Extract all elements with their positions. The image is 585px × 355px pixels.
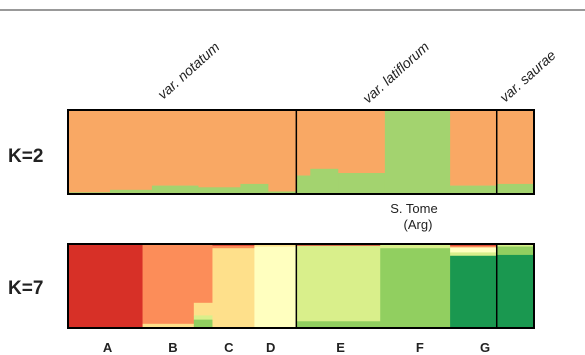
panel-label-k7: K=7	[8, 278, 43, 299]
bar-segment-p0-s5-c0	[268, 110, 297, 192]
bar-segment-p0-s7-c1	[310, 168, 339, 195]
panel-k2	[67, 109, 535, 195]
group-label-c: C	[224, 340, 234, 355]
variety-labels: var. notatum var. latiflorum var. saurae	[154, 38, 559, 106]
bar-segment-p0-s2-c1	[151, 185, 199, 195]
group-label-a: A	[103, 340, 113, 355]
bar-segment-p1-s7-c3	[450, 247, 498, 253]
bar-segment-p1-s5-c4	[296, 245, 381, 322]
bar-segment-p1-s3-c2	[212, 248, 255, 329]
panel-k7	[67, 243, 535, 329]
group-label-e: E	[336, 340, 345, 355]
bar-segment-p1-s8-c5	[496, 246, 535, 256]
bar-segment-p0-s10-c0	[450, 110, 498, 186]
bar-segment-p1-s0-c0	[68, 244, 143, 329]
variety-label-saurae: var. saurae	[496, 47, 559, 106]
group-labels: A B C D E F G	[103, 340, 490, 355]
panel-label-k2: K=2	[8, 146, 43, 167]
variety-label-notatum: var. notatum	[154, 38, 222, 102]
bar-segment-p1-s2-c2	[193, 302, 213, 316]
bar-segment-p0-s11-c0	[496, 110, 535, 185]
annotation: S. Tome (Arg)	[390, 201, 437, 232]
panel-frame-1	[67, 243, 535, 329]
bar-segment-p1-s7-c6	[450, 255, 498, 329]
bar-segment-p0-s11-c1	[496, 183, 535, 195]
bar-segment-p0-s4-c1	[240, 183, 269, 195]
bar-segment-p0-s2-c0	[151, 110, 199, 186]
annotation-line2: (Arg)	[404, 217, 433, 232]
bar-segment-p0-s5-c1	[268, 191, 297, 195]
bar-segment-p0-s1-c0	[109, 110, 153, 191]
bar-segment-p1-s7-c1	[450, 245, 498, 248]
bar-segment-p0-s3-c1	[198, 187, 241, 195]
bar-segment-p0-s8-c1	[338, 173, 386, 195]
bar-segment-p0-s6-c0	[296, 110, 311, 176]
bar-segment-p0-s0-c0	[68, 110, 111, 193]
group-label-f: F	[416, 340, 424, 355]
bar-segment-p1-s5-c5	[296, 321, 381, 329]
bar-segment-p1-s2-c1	[193, 244, 213, 304]
bar-segment-p1-s2-c5	[193, 319, 213, 329]
bar-segment-p0-s4-c0	[240, 110, 269, 185]
bar-segment-p0-s8-c0	[338, 110, 386, 174]
panel-frame-0	[67, 109, 535, 195]
bar-segment-p1-s6-c5	[380, 248, 451, 329]
bar-segment-p1-s8-c4	[496, 244, 535, 247]
bar-segment-p0-s6-c1	[296, 175, 311, 195]
bar-segment-p0-s1-c1	[109, 189, 153, 195]
group-label-d: D	[266, 340, 275, 355]
bar-segment-p1-s1-c2	[142, 323, 195, 329]
group-label-b: B	[168, 340, 177, 355]
annotation-line1: S. Tome	[390, 201, 437, 216]
bar-segment-p1-s1-c1	[142, 244, 195, 325]
bar-segment-p1-s7-c4	[450, 252, 498, 257]
bar-segment-p0-s10-c1	[450, 185, 498, 195]
bar-segment-p1-s4-c2	[254, 244, 297, 247]
variety-label-latiflorum: var. latiflorum	[359, 38, 432, 106]
bar-segment-p1-s2-c4	[193, 315, 213, 320]
bar-segment-p1-s3-c1	[212, 245, 255, 249]
bar-segment-p1-s6-c4	[380, 244, 451, 249]
bar-segment-p0-s3-c0	[198, 110, 241, 188]
bar-segment-p0-s7-c0	[310, 110, 339, 170]
group-label-g: G	[480, 340, 490, 355]
bar-segment-p1-s8-c6	[496, 254, 535, 329]
bar-segment-p0-s9-c1	[384, 110, 451, 195]
bar-segment-p1-s4-c3	[254, 246, 297, 329]
